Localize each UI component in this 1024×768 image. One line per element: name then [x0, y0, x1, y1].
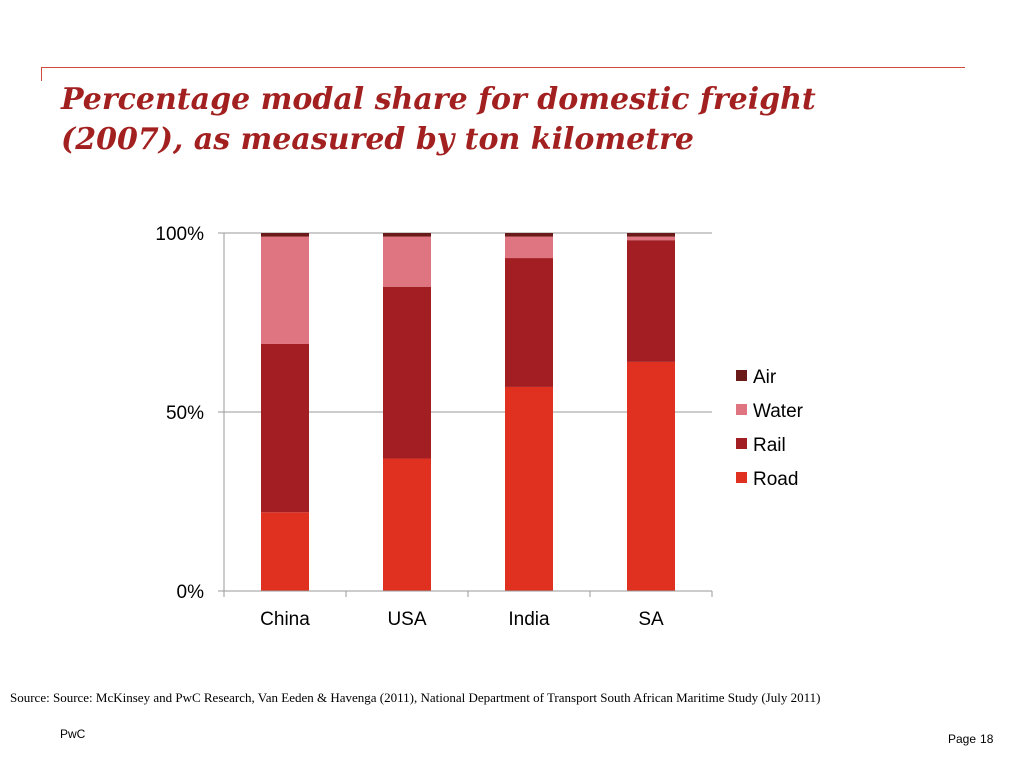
bar-water-sa [627, 236, 675, 241]
page-indicator: Page 18 [948, 732, 993, 746]
bar-road-sa [627, 361, 675, 591]
bar-rail-india [505, 258, 553, 387]
title-rule-corner [41, 67, 42, 81]
title-line-1: Percentage modal share for domestic frei… [61, 82, 816, 117]
y-tick-label: 100% [155, 224, 204, 245]
y-tick-label: 50% [166, 403, 204, 424]
legend-swatch-water [736, 404, 747, 415]
bar-air-china [261, 233, 309, 237]
modal-share-chart: 0% 50% 100% China USA India SA Air Water Rail Road [155, 224, 804, 630]
x-tick-label: USA [387, 609, 426, 630]
bar-rail-usa [383, 286, 431, 459]
bar-road-china [261, 512, 309, 591]
legend-swatch-rail [736, 438, 747, 449]
legend-label-road: Road [753, 469, 798, 490]
source-note: Source: Source: McKinsey and PwC Researc… [10, 690, 821, 705]
bar-water-china [261, 236, 309, 344]
legend-swatch-road [736, 472, 747, 483]
page-label: Page [948, 732, 977, 746]
legend-swatch-air [736, 370, 747, 381]
bar-air-india [505, 233, 553, 237]
footer-brand: PwC [60, 727, 86, 741]
x-tick-label: India [508, 609, 550, 630]
page-title: Percentage modal share for domestic frei… [61, 80, 961, 160]
bar-water-usa [383, 236, 431, 287]
legend-label-air: Air [753, 367, 777, 388]
title-line-2: (2007), as measured by ton kilometre [61, 122, 694, 157]
title-rule [41, 67, 965, 68]
bar-road-india [505, 386, 553, 591]
legend-label-rail: Rail [753, 435, 786, 456]
page-number: 18 [980, 732, 994, 746]
bar-air-usa [383, 233, 431, 237]
bar-air-sa [627, 233, 675, 237]
bar-rail-sa [627, 240, 675, 362]
bar-water-india [505, 236, 553, 259]
legend-label-water: Water [753, 401, 804, 422]
bar-rail-china [261, 343, 309, 513]
y-tick-label: 0% [177, 582, 205, 603]
x-tick-label: China [260, 609, 310, 630]
bar-road-usa [383, 458, 431, 591]
x-tick-label: SA [638, 609, 664, 630]
